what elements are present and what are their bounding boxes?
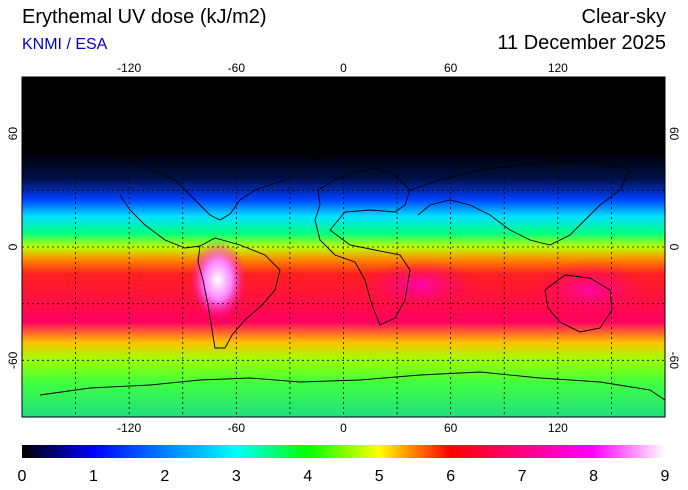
lon-tick-label-top: 0 [340, 61, 347, 75]
colorbar-tick-label: 7 [518, 468, 527, 485]
lon-tick-label-bottom: 60 [444, 421, 458, 435]
lat-tick-label-right: 60 [667, 127, 681, 141]
greenland-coast [299, 114, 346, 161]
lon-tick-label-bottom: -120 [117, 421, 141, 435]
map-title: Erythemal UV dose (kJ/m2) [22, 6, 267, 28]
colorbar-labels: 0 1 2 3 4 5 6 7 8 9 [18, 468, 670, 485]
lat-tick-label-right: -60 [667, 352, 681, 370]
sky-condition: Clear-sky [581, 6, 666, 28]
australia-pink [530, 260, 650, 320]
map-tick-labels: -120 -120 -60 -60 0 0 60 60 120 120 60 60 0 0 -60 -60 [6, 61, 681, 435]
map-frame: -120 -120 -60 -60 0 0 60 60 120 120 60 60 0 0 -60 -60 [6, 61, 681, 435]
colorbar-gradient [22, 445, 665, 458]
colorbar-tick-label: 6 [446, 468, 455, 485]
lon-tick-label-bottom: 120 [548, 421, 568, 435]
colorbar-tick-label: 9 [661, 468, 670, 485]
lat-tick-label-right: 0 [667, 244, 681, 251]
map-border [21, 76, 666, 418]
data-credit: KNMI / ESA [22, 36, 108, 53]
lat-tick-label-left: 0 [6, 243, 20, 250]
uv-hotspots [190, 240, 650, 320]
lon-tick-label-bottom: 0 [340, 421, 347, 435]
colorbar-tick-label: 3 [232, 468, 241, 485]
colorbar-tick-label: 2 [160, 468, 169, 485]
andes-peak [190, 240, 246, 320]
africa-pink [360, 260, 480, 310]
colorbar-tick-label: 1 [89, 468, 98, 485]
asia-coast [409, 159, 631, 246]
lon-tick-label-bottom: -60 [228, 421, 246, 435]
colorbar-tick-label: 8 [589, 468, 598, 485]
lat-tick-label-left: 60 [6, 127, 20, 141]
lon-tick-label-top: 60 [444, 61, 458, 75]
coastlines [39, 114, 665, 401]
colorbar: 0 1 2 3 4 5 6 7 8 9 [18, 445, 670, 485]
australia-coast [544, 274, 613, 333]
colorbar-tick-label: 0 [18, 468, 27, 485]
lon-tick-label-top: -60 [228, 61, 246, 75]
europe-africa-coast [314, 167, 411, 326]
colorbar-tick-label: 4 [303, 468, 312, 485]
colorbar-tick-label: 5 [375, 468, 384, 485]
lon-tick-label-top: -120 [117, 61, 141, 75]
north-america-coast [39, 144, 286, 249]
antarctica-coast [39, 371, 665, 401]
south-america-coast [197, 237, 281, 349]
graticule [22, 77, 665, 417]
lat-tick-label-left: -60 [6, 351, 20, 369]
lon-tick-label-top: 120 [548, 61, 568, 75]
map-date: 11 December 2025 [497, 32, 666, 54]
